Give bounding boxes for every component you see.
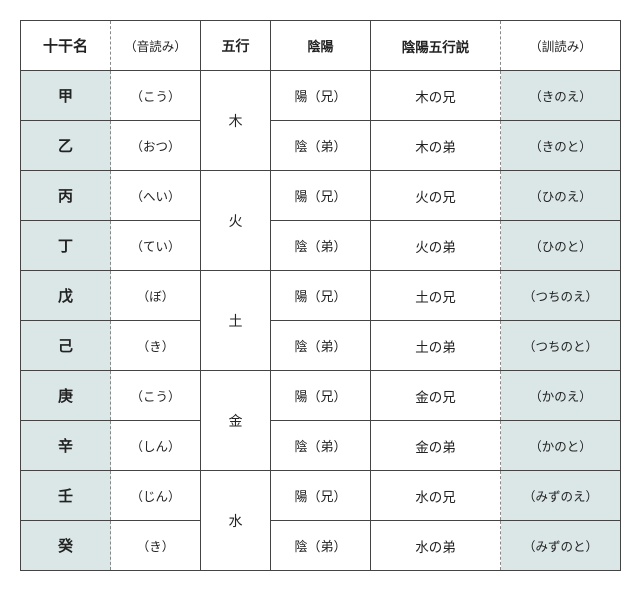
cell-name: 丁 <box>21 221 111 271</box>
cell-setsu: 金の兄 <box>371 371 501 421</box>
cell-inyou: 陽（兄） <box>271 71 371 121</box>
cell-setsu: 土の兄 <box>371 271 501 321</box>
table-body: 甲（こう）木陽（兄）木の兄（きのえ）乙（おつ）陰（弟）木の弟（きのと）丙（へい）… <box>21 71 621 571</box>
cell-setsu: 火の兄 <box>371 171 501 221</box>
cell-inyou: 陰（弟） <box>271 521 371 571</box>
cell-kunyomi: （みずのえ） <box>501 471 621 521</box>
cell-setsu: 火の弟 <box>371 221 501 271</box>
cell-name: 戊 <box>21 271 111 321</box>
cell-onyomi: （おつ） <box>111 121 201 171</box>
cell-inyou: 陽（兄） <box>271 371 371 421</box>
cell-onyomi: （き） <box>111 321 201 371</box>
cell-kunyomi: （きのえ） <box>501 71 621 121</box>
cell-inyou: 陽（兄） <box>271 271 371 321</box>
cell-name: 壬 <box>21 471 111 521</box>
cell-name: 庚 <box>21 371 111 421</box>
cell-gogyou: 木 <box>201 71 271 171</box>
header-name: 十干名 <box>21 21 111 71</box>
cell-name: 辛 <box>21 421 111 471</box>
cell-setsu: 水の弟 <box>371 521 501 571</box>
header-row: 十干名 （音読み） 五行 陰陽 陰陽五行説 （訓読み） <box>21 21 621 71</box>
header-onyomi: （音読み） <box>111 21 201 71</box>
cell-onyomi: （じん） <box>111 471 201 521</box>
cell-onyomi: （き） <box>111 521 201 571</box>
cell-onyomi: （こう） <box>111 371 201 421</box>
cell-inyou: 陰（弟） <box>271 321 371 371</box>
table-row: 庚（こう）金陽（兄）金の兄（かのえ） <box>21 371 621 421</box>
cell-kunyomi: （ひのえ） <box>501 171 621 221</box>
cell-kunyomi: （かのえ） <box>501 371 621 421</box>
cell-inyou: 陽（兄） <box>271 471 371 521</box>
cell-setsu: 水の兄 <box>371 471 501 521</box>
cell-setsu: 土の弟 <box>371 321 501 371</box>
header-setsu: 陰陽五行説 <box>371 21 501 71</box>
cell-kunyomi: （かのと） <box>501 421 621 471</box>
cell-onyomi: （しん） <box>111 421 201 471</box>
header-inyou: 陰陽 <box>271 21 371 71</box>
cell-name: 己 <box>21 321 111 371</box>
cell-setsu: 金の弟 <box>371 421 501 471</box>
cell-inyou: 陰（弟） <box>271 121 371 171</box>
cell-gogyou: 土 <box>201 271 271 371</box>
table-row: 癸（き） 陰（弟）水の弟（みずのと） <box>21 521 621 571</box>
jikkan-table: 十干名 （音読み） 五行 陰陽 陰陽五行説 （訓読み） 甲（こう）木陽（兄）木の… <box>20 20 621 571</box>
header-gogyou: 五行 <box>201 21 271 71</box>
table-row: 己（き） 陰（弟）土の弟（つちのと） <box>21 321 621 371</box>
table-row: 壬（じん）水陽（兄）水の兄（みずのえ） <box>21 471 621 521</box>
cell-gogyou: 火 <box>201 171 271 271</box>
header-kunyomi: （訓読み） <box>501 21 621 71</box>
cell-setsu: 木の弟 <box>371 121 501 171</box>
cell-kunyomi: （みずのと） <box>501 521 621 571</box>
table-row: 丙（へい）火陽（兄）火の兄（ひのえ） <box>21 171 621 221</box>
cell-kunyomi: （きのと） <box>501 121 621 171</box>
cell-name: 丙 <box>21 171 111 221</box>
cell-inyou: 陰（弟） <box>271 421 371 471</box>
cell-onyomi: （こう） <box>111 71 201 121</box>
cell-kunyomi: （つちのえ） <box>501 271 621 321</box>
cell-inyou: 陰（弟） <box>271 221 371 271</box>
table-row: 辛（しん） 陰（弟）金の弟（かのと） <box>21 421 621 471</box>
cell-kunyomi: （つちのと） <box>501 321 621 371</box>
cell-inyou: 陽（兄） <box>271 171 371 221</box>
cell-kunyomi: （ひのと） <box>501 221 621 271</box>
table-row: 甲（こう）木陽（兄）木の兄（きのえ） <box>21 71 621 121</box>
cell-name: 乙 <box>21 121 111 171</box>
cell-onyomi: （ぼ） <box>111 271 201 321</box>
table-row: 乙（おつ） 陰（弟）木の弟（きのと） <box>21 121 621 171</box>
cell-onyomi: （てい） <box>111 221 201 271</box>
cell-gogyou: 金 <box>201 371 271 471</box>
table-row: 丁（てい） 陰（弟）火の弟（ひのと） <box>21 221 621 271</box>
table-row: 戊（ぼ）土陽（兄）土の兄（つちのえ） <box>21 271 621 321</box>
cell-name: 甲 <box>21 71 111 121</box>
cell-name: 癸 <box>21 521 111 571</box>
cell-onyomi: （へい） <box>111 171 201 221</box>
cell-gogyou: 水 <box>201 471 271 571</box>
cell-setsu: 木の兄 <box>371 71 501 121</box>
